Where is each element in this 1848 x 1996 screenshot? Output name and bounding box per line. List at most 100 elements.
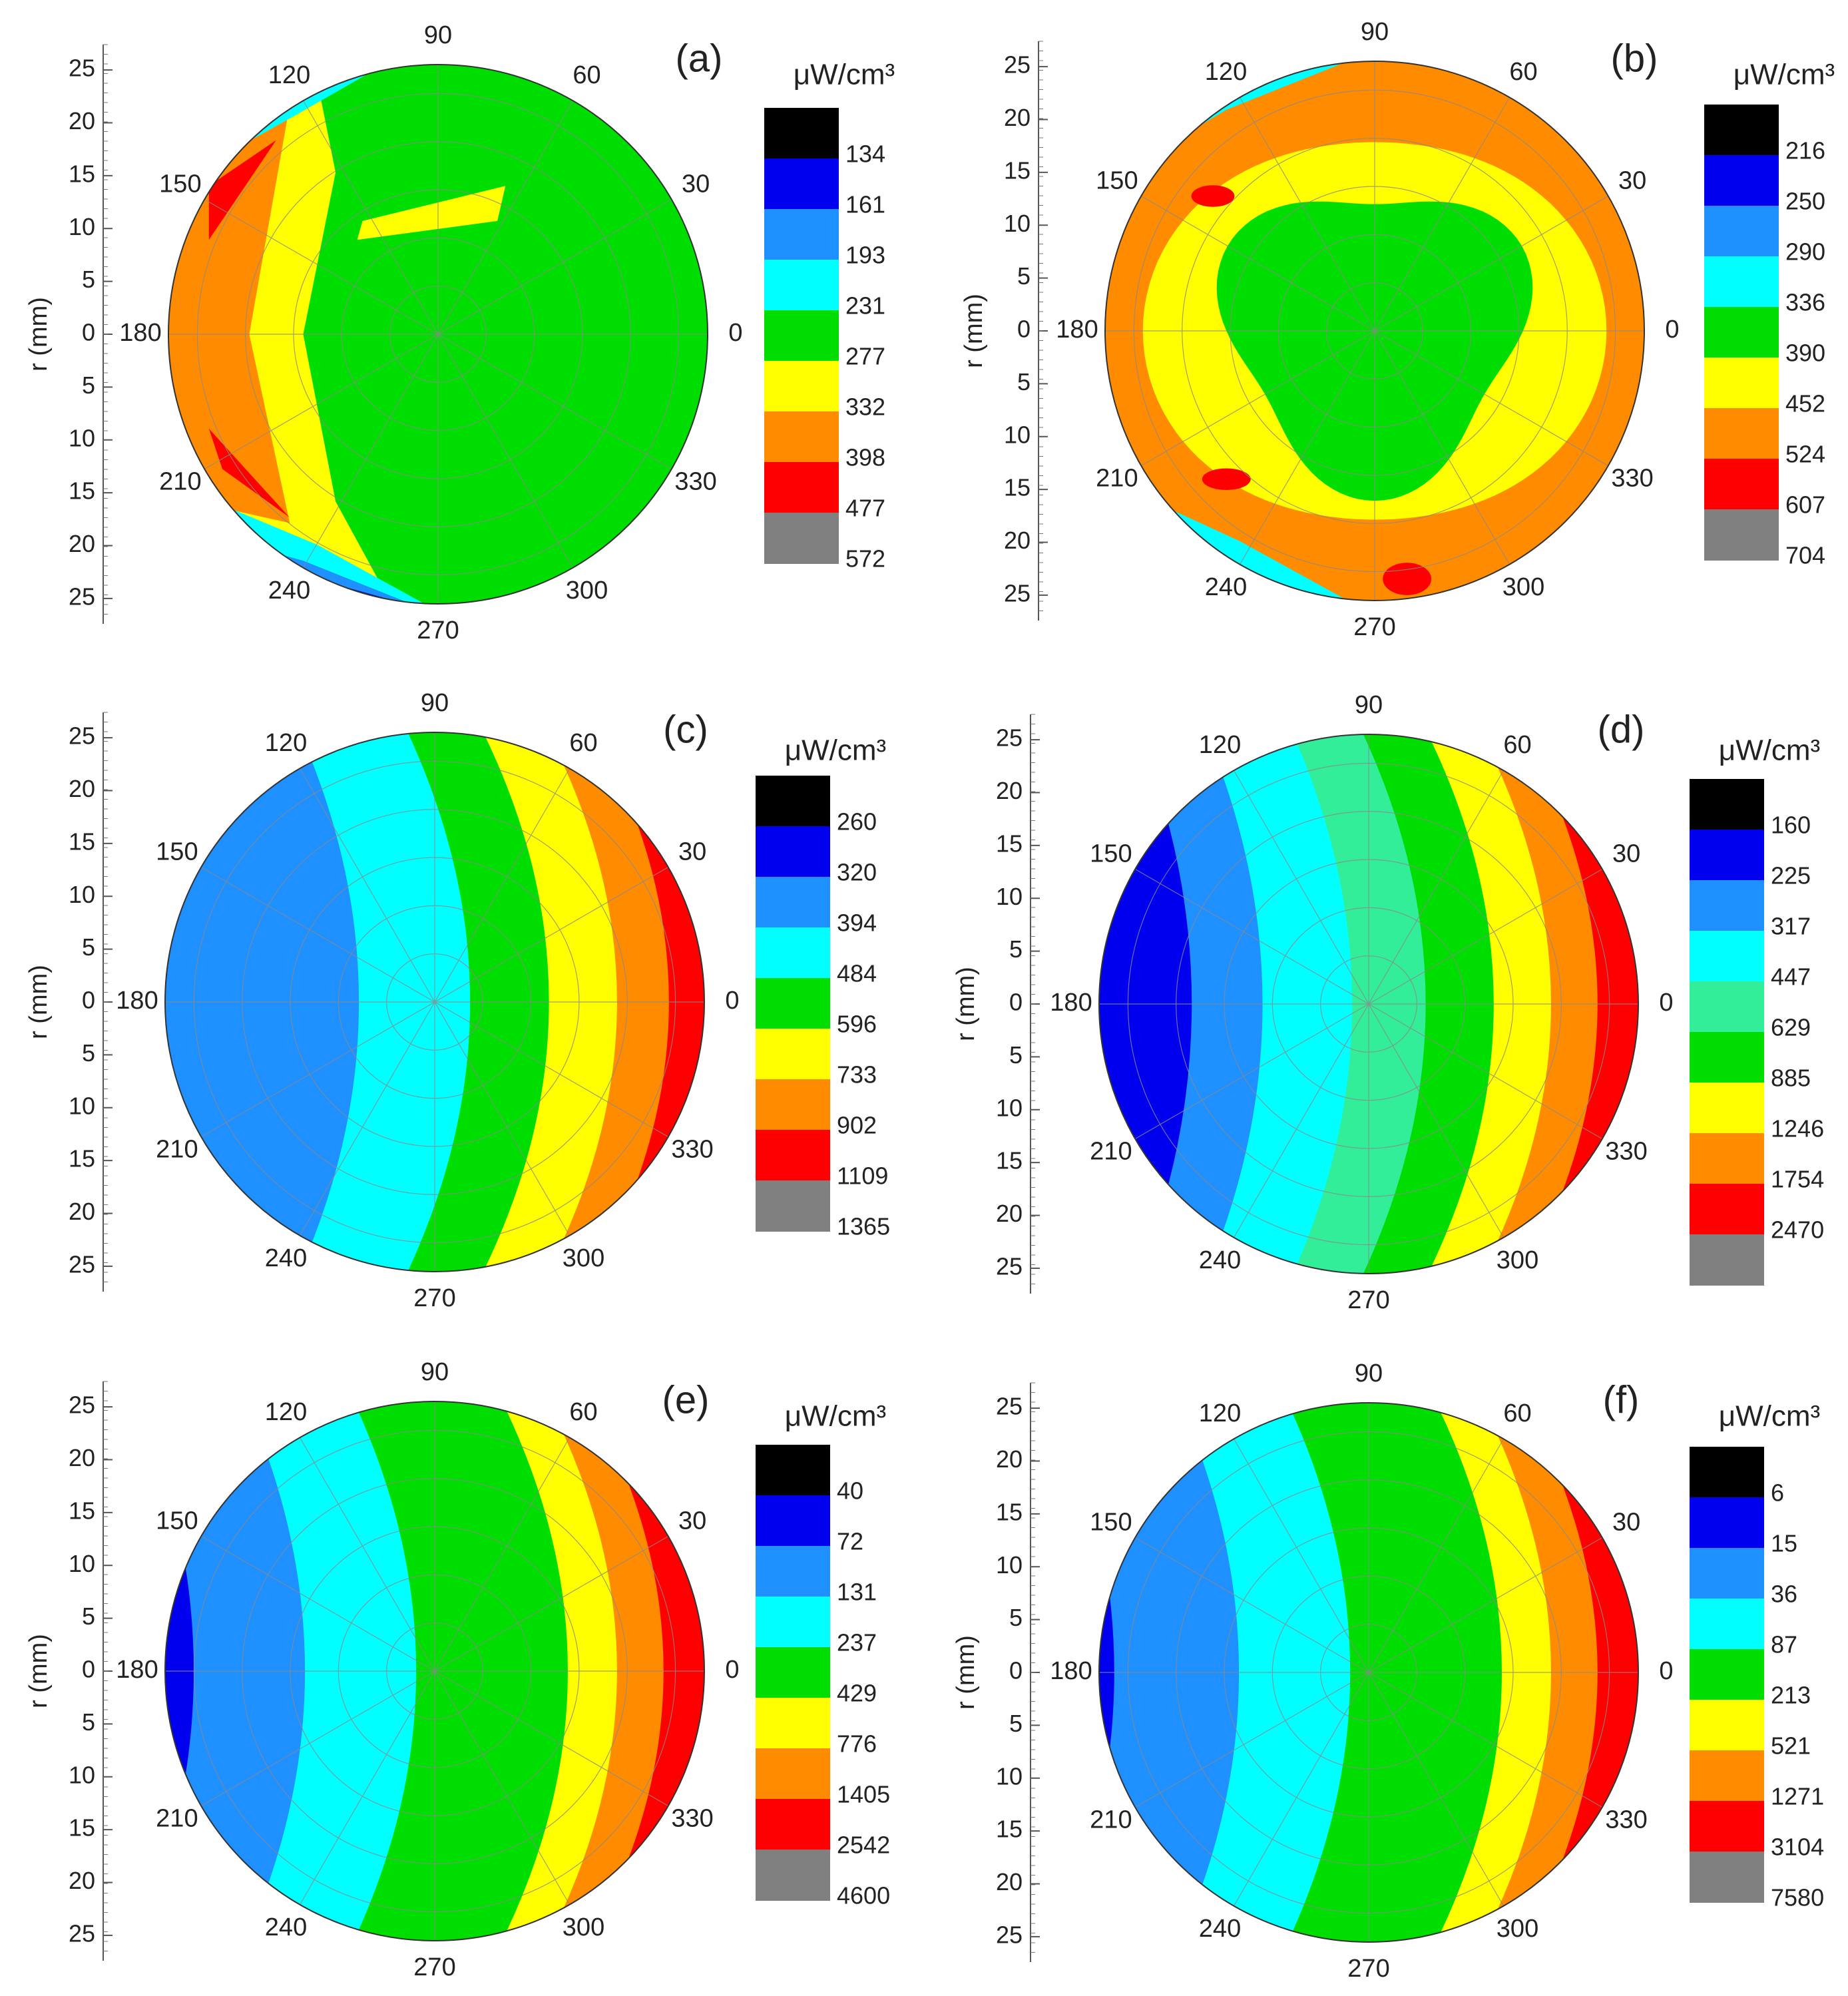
radial-axis-title: r (mm): [25, 297, 53, 372]
radial-tick-label: 20: [69, 775, 95, 802]
colorbar-swatch: [1690, 931, 1764, 982]
radial-tick-label: 20: [996, 1868, 1023, 1895]
colorbar-level-label: 225: [1771, 862, 1811, 889]
radial-tick-label: 15: [69, 1145, 95, 1172]
colorbar-level-label: 36: [1771, 1581, 1797, 1608]
colorbar-swatch: [1690, 779, 1764, 830]
angle-tick-label: 150: [156, 1507, 198, 1535]
panel-label: (f): [1603, 1378, 1640, 1421]
angle-tick-label: 180: [1056, 316, 1098, 344]
radial-axis-title: r (mm): [960, 294, 988, 368]
colorbar-level-label: 160: [1771, 812, 1811, 839]
angle-tick-label: 180: [119, 319, 161, 347]
polar-contour-area: [1105, 61, 1644, 601]
colorbar-swatch: [1690, 981, 1764, 1033]
radial-tick-label: 5: [82, 372, 95, 399]
grid-spoke: [204, 198, 672, 470]
colorbar-swatch: [1704, 256, 1779, 308]
colorbar-level-label: 260: [837, 808, 877, 836]
colorbar-swatch: [1690, 1750, 1764, 1802]
colorbar-level-label: 524: [1785, 441, 1825, 468]
angle-tick-label: 180: [1050, 1657, 1092, 1685]
colorbar-swatch: [1690, 1852, 1764, 1903]
angle-tick-label: 30: [1612, 840, 1640, 868]
colorbar-level-label: 394: [837, 909, 877, 937]
angle-tick-label: 150: [156, 838, 198, 866]
colorbar: μW/cm³ 216 250 290 336 390 452 524 607 704: [1704, 59, 1835, 569]
angle-tick-label: 240: [1199, 1915, 1241, 1943]
panel-e: 0306090120150180210240270300330252015105…: [25, 1358, 890, 1981]
colorbar-level-label: 290: [1785, 238, 1825, 266]
panel-label: (d): [1598, 708, 1645, 751]
radial-tick-label: 0: [1017, 316, 1031, 343]
radial-tick-label: 25: [1004, 51, 1031, 79]
radial-tick-label: 10: [996, 1551, 1023, 1579]
radial-tick-label: 15: [69, 160, 95, 187]
colorbar-level-label: 237: [837, 1629, 877, 1656]
colorbar: μW/cm³ 40 72 131 237 429 776 1405 2542 4600: [756, 1400, 890, 1909]
colorbar-unit-label: μW/cm³: [1719, 734, 1820, 767]
angle-tick-label: 120: [1199, 1399, 1241, 1427]
colorbar-unit-label: μW/cm³: [1719, 1400, 1820, 1433]
radial-tick-label: 25: [69, 1919, 95, 1947]
colorbar-swatch: [1704, 358, 1779, 409]
colorbar-level-label: 572: [845, 545, 885, 573]
colorbar-swatch: [764, 108, 839, 159]
contour-level-607-bottom: [1383, 563, 1432, 595]
colorbar-swatch: [1690, 1083, 1764, 1134]
colorbar-swatch: [756, 1079, 830, 1130]
colorbar: μW/cm³ 260 320 394 484 596 733 902 1109 1365: [756, 734, 890, 1240]
angle-tick-label: 300: [566, 577, 608, 605]
radial-tick-label: 0: [82, 319, 95, 346]
radial-tick-label: 20: [69, 1867, 95, 1894]
radial-tick-label: 25: [996, 1393, 1023, 1420]
colorbar-level-label: 317: [1771, 913, 1811, 940]
angle-tick-label: 150: [1096, 167, 1138, 195]
radial-tick-label: 10: [69, 881, 95, 908]
radial-tick-label: 15: [69, 828, 95, 855]
angle-tick-label: 270: [1353, 613, 1395, 641]
angle-tick-label: 240: [265, 1913, 307, 1941]
angle-tick-label: 60: [1503, 1399, 1531, 1427]
angle-tick-label: 300: [563, 1913, 604, 1941]
colorbar-swatch: [1690, 1184, 1764, 1235]
colorbar-swatch: [1690, 1649, 1764, 1700]
colorbar-level-label: 902: [837, 1112, 877, 1139]
colorbar-swatch: [756, 1748, 830, 1800]
colorbar-swatch: [764, 209, 839, 260]
radial-tick-label: 20: [996, 1445, 1023, 1473]
panel-b: 0306090120150180210240270300330252015105…: [960, 18, 1835, 641]
colorbar-swatch: [1690, 1700, 1764, 1751]
radial-tick-label: 25: [69, 1250, 95, 1278]
angle-tick-label: 0: [1665, 316, 1679, 344]
angle-tick-label: 240: [1199, 1246, 1241, 1274]
panel-a: 0306090120150180210240270300330252015105…: [25, 21, 895, 644]
angle-tick-label: 180: [1050, 989, 1092, 1017]
angle-tick-label: 120: [265, 1398, 307, 1426]
radial-axis-title: r (mm): [25, 1634, 53, 1708]
polar-grid: [1099, 1403, 1638, 1942]
colorbar-swatch: [756, 826, 830, 877]
colorbar-level-label: 733: [837, 1061, 877, 1089]
angle-tick-label: 60: [1509, 58, 1537, 86]
colorbar-level-label: 87: [1771, 1631, 1797, 1658]
colorbar-swatch: [756, 1799, 830, 1850]
polar-grid: [1099, 734, 1638, 1274]
radial-tick-label: 20: [1004, 104, 1031, 131]
panel-c: 0306090120150180210240270300330252015105…: [25, 689, 890, 1312]
angle-tick-label: 90: [421, 1358, 449, 1386]
panel-f: 0306090120150180210240270300330252015105…: [952, 1360, 1824, 1983]
colorbar-level-label: 607: [1785, 491, 1825, 519]
colorbar-level-label: 1405: [837, 1781, 890, 1808]
radial-tick-label: 5: [82, 1603, 95, 1630]
colorbar-level-label: 250: [1785, 188, 1825, 215]
radial-tick-label: 10: [996, 1094, 1023, 1121]
grid-spoke: [1134, 868, 1603, 1140]
colorbar: μW/cm³ 134 161 193 231 277 332 398 477 572: [764, 59, 895, 573]
radial-axis-title: r (mm): [952, 1635, 980, 1710]
angle-tick-label: 120: [265, 729, 307, 757]
radial-axis-title: r (mm): [952, 967, 980, 1041]
angle-tick-label: 270: [413, 1284, 455, 1312]
colorbar-swatch: [764, 260, 839, 311]
radial-tick-label: 15: [69, 1814, 95, 1842]
